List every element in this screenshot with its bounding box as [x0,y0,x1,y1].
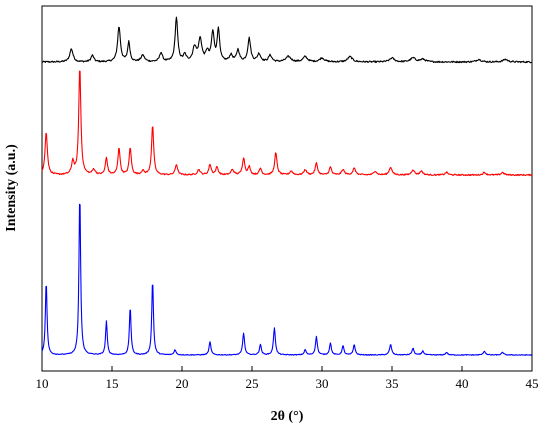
x-tick-label: 20 [176,376,189,391]
x-tick-label: 45 [526,376,539,391]
series-line-1 [41,16,532,64]
x-axis-ticks: 10 15 20 25 30 35 40 45 [36,366,539,391]
x-tick-label: 10 [36,376,49,391]
series-line-3 [41,203,533,356]
x-tick-label: 35 [386,376,399,391]
x-tick-label: 30 [316,376,329,391]
x-axis-title: 2θ (°) [271,409,304,424]
series-layer [41,16,533,356]
series-line-2 [41,70,533,177]
y-axis-title: Intensity (a.u.) [4,144,19,232]
x-tick-label: 15 [106,376,119,391]
x-tick-label: 40 [456,376,469,391]
plot-frame [41,5,533,372]
x-tick-label: 25 [246,376,259,391]
